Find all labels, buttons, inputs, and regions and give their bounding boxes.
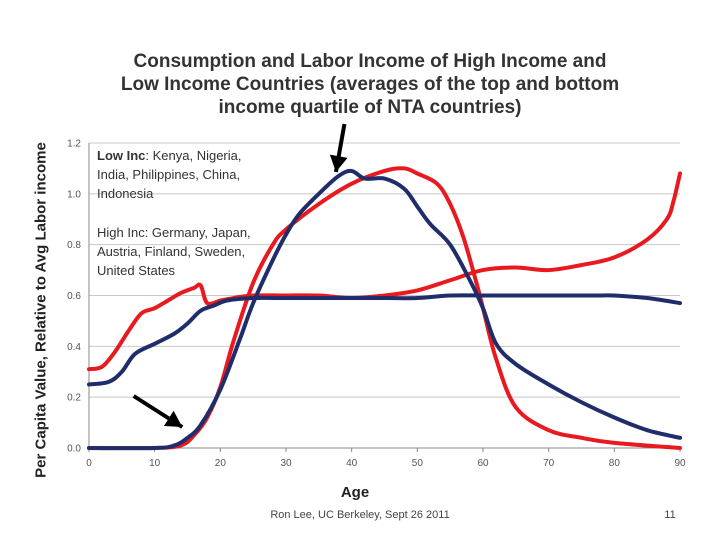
series-line-3 [87,293,682,387]
x-tick-label: 80 [609,458,621,469]
series-line-1 [87,171,682,372]
legend-high-income-text: High Inc: Germany, Japan, Austria, Finla… [97,225,251,278]
legend-low-income: Low Inc: Kenya, Nigeria, India, Philippi… [97,146,272,203]
legend-high-income: High Inc: Germany, Japan, Austria, Finla… [97,223,282,280]
arrow-labor-onset [132,394,184,429]
arrow-consumption-peak [329,123,348,173]
title-line-3: income quartile of NTA countries) [218,97,522,118]
x-tick-label: 10 [149,458,161,469]
title-line-2: Low Income Countries (averages of the to… [120,74,620,95]
y-tick-label: 0.4 [67,342,81,353]
title-line-1: Consumption and Labor Income of High Inc… [133,51,607,72]
y-tick-label: 0.2 [67,393,81,404]
x-tick-label: 90 [674,458,686,469]
x-tick-label: 50 [412,458,424,469]
chart-title: Consumption and Labor Income of High Inc… [60,50,680,119]
y-tick-label: 0.6 [67,291,81,302]
x-tick-label: 40 [346,458,358,469]
x-axis-label: Age [340,484,370,501]
x-tick-label: 30 [280,458,292,469]
x-tick-label: 60 [477,458,489,469]
arrow-labor-onset-head [163,410,183,427]
arrow-consumption-peak-head [329,154,348,172]
x-tick-label: 20 [215,458,227,469]
y-tick-label: 1.2 [67,139,81,150]
x-tick-label: 0 [86,458,92,469]
legend-low-income-label: Low Inc [97,148,146,163]
series-line-4 [87,168,682,451]
y-tick-label: 0.8 [67,240,81,251]
page-number: 11 [664,509,676,521]
footer-credit: Ron Lee, UC Berkeley, Sept 26 2011 [270,509,450,521]
y-tick-label: 1.0 [67,189,81,200]
legend-low-income-text: : Kenya, Nigeria, India, Philippines, Ch… [97,148,242,201]
y-tick-label: 0.0 [67,444,81,455]
x-tick-label: 70 [543,458,555,469]
